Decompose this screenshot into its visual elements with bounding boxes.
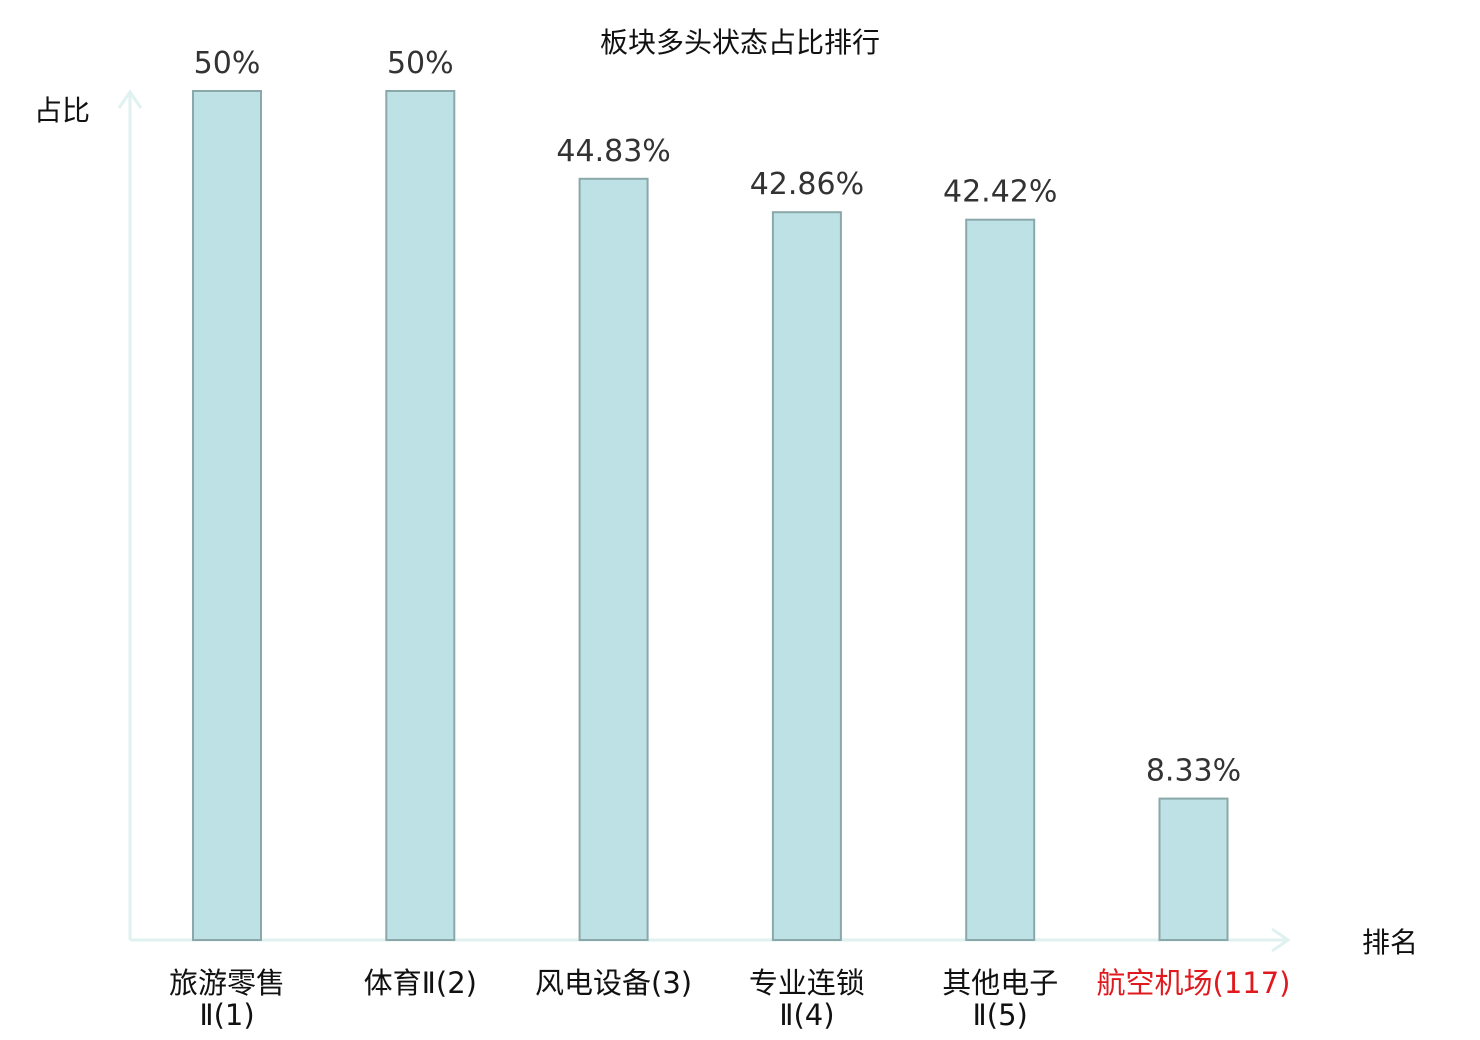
bar-6	[1158, 797, 1229, 941]
category-label-4: 专业连锁 Ⅱ(4)	[749, 966, 865, 1032]
category-label-1: 旅游零售 Ⅱ(1)	[169, 966, 285, 1032]
category-label-line: 航空机场(117)	[1097, 966, 1291, 1000]
category-label-line: 旅游零售	[169, 966, 285, 1000]
bar-2	[385, 90, 456, 941]
category-label-line: Ⅱ(4)	[779, 998, 834, 1032]
category-label-line: 专业连锁	[749, 966, 865, 1000]
category-labels-group: 旅游零售 Ⅱ(1) 体育Ⅱ(2) 风电设备(3) 专业连锁 Ⅱ(4) 其他电子 Ⅱ(5) 航空机…	[169, 966, 1291, 1032]
chart-title: 板块多头状态占比排行	[600, 26, 880, 59]
category-label-2: 体育Ⅱ(2)	[364, 966, 477, 1000]
bar-3	[578, 177, 649, 942]
value-label-3: 44.83%	[556, 134, 670, 169]
value-label-4: 42.86%	[750, 167, 864, 202]
value-label-1: 50%	[194, 46, 261, 81]
value-label-2: 50%	[387, 46, 454, 81]
value-labels-group: 50% 50% 44.83% 42.86% 42.42% 8.33%	[194, 46, 1242, 789]
category-label-5: 其他电子 Ⅱ(5)	[942, 966, 1058, 1032]
y-axis-label: 占比	[34, 94, 90, 127]
x-axis	[130, 927, 1291, 953]
y-axis	[117, 89, 143, 940]
category-label-line: Ⅱ(1)	[199, 998, 254, 1032]
category-label-line: 其他电子	[942, 966, 1058, 1000]
category-label-6: 航空机场(117)	[1097, 966, 1291, 1000]
category-label-line: 风电设备(3)	[535, 966, 692, 1000]
category-label-line: Ⅱ(5)	[973, 998, 1028, 1032]
value-label-5: 42.42%	[943, 175, 1057, 210]
bar-1	[192, 90, 262, 941]
category-label-line: 体育Ⅱ(2)	[364, 966, 477, 1000]
bars-group	[192, 90, 1229, 942]
category-label-3: 风电设备(3)	[535, 966, 692, 1000]
x-axis-label: 排名	[1362, 926, 1418, 959]
bar-4	[771, 211, 842, 941]
value-label-6: 8.33%	[1146, 754, 1241, 789]
bar-5	[965, 218, 1036, 941]
